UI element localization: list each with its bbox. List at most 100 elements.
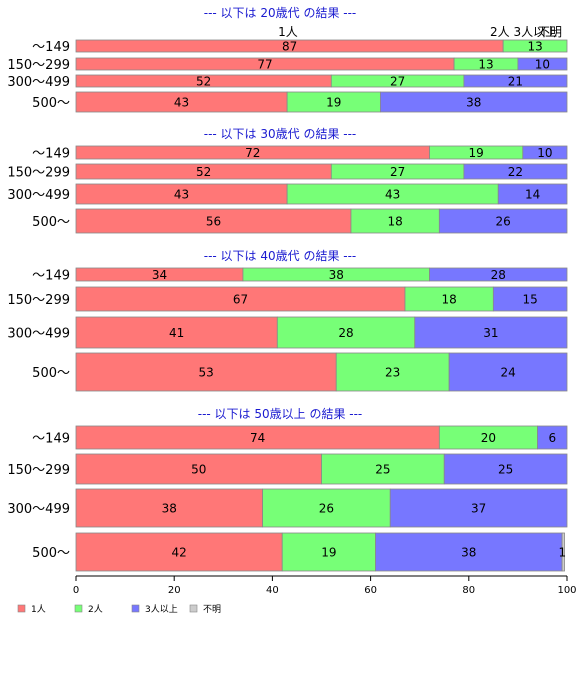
bar-value-label: 43 xyxy=(174,188,189,202)
bar-value-label: 10 xyxy=(537,146,552,160)
category-labels: 〜149150〜299300〜499500〜〜149150〜299300〜499… xyxy=(7,40,70,561)
bar-value-label: 52 xyxy=(196,75,211,89)
bar-value-label: 20 xyxy=(481,431,496,445)
group-titles: --- 以下は 20歳代 の結果 --- --- 以下は 30歳代 の結果 ---… xyxy=(198,6,363,421)
bar-segment-3人以上 xyxy=(537,425,568,450)
bar-value-label: 19 xyxy=(469,146,484,160)
bar-value-label: 10 xyxy=(535,58,550,72)
category-label: 〜149 xyxy=(32,269,70,284)
bar-segment-1人 xyxy=(75,453,322,485)
x-axis: 0 20 40 60 80 100 xyxy=(73,575,577,596)
bar-value-label: 21 xyxy=(508,75,523,89)
bar-segment-3人以上 xyxy=(522,145,568,160)
bar-value-label: 22 xyxy=(508,165,523,179)
bar-value-label: 1 xyxy=(558,546,566,560)
bar-value-label: 15 xyxy=(523,293,538,307)
legend-swatch xyxy=(189,604,198,613)
bar-segment-2人 xyxy=(276,316,416,349)
category-label: 〜149 xyxy=(32,432,70,447)
bar-value-label: 27 xyxy=(390,165,405,179)
bar-value-label: 13 xyxy=(478,58,493,72)
category-label: 300〜499 xyxy=(7,188,70,203)
bar-value-label: 52 xyxy=(196,165,211,179)
bar-segment-3人以上 xyxy=(463,74,568,88)
bar-segment-3人以上 xyxy=(463,163,568,180)
bar-value-label: 25 xyxy=(498,463,513,477)
bar-segment-2人 xyxy=(502,39,568,53)
bar-value-label: 28 xyxy=(491,268,506,282)
bar-segment-1人 xyxy=(75,488,263,528)
top-label-unknown: 不明 xyxy=(538,25,562,39)
bar-value-label: 42 xyxy=(171,546,186,560)
bar-value-label: 18 xyxy=(442,293,457,307)
bar-segment-3人以上 xyxy=(497,183,568,205)
bar-value-label: 14 xyxy=(525,188,540,202)
legend-swatch xyxy=(17,604,26,613)
bar-value-label: 38 xyxy=(162,502,177,516)
x-tick-label: 80 xyxy=(462,585,475,596)
top-label-two-three: 2人 3人以上 xyxy=(490,25,557,39)
bar-value-label: 19 xyxy=(326,96,341,110)
category-label: 300〜499 xyxy=(7,75,70,90)
group-title-1: --- 以下は 20歳代 の結果 --- xyxy=(204,6,357,20)
x-tick-label: 100 xyxy=(557,585,576,596)
category-label: 500〜 xyxy=(32,96,70,111)
x-tick-label: 60 xyxy=(364,585,377,596)
bar-value-label: 37 xyxy=(471,502,486,516)
x-tick-label: 20 xyxy=(168,585,181,596)
bar-segment-3人以上 xyxy=(438,208,568,234)
bar-value-label: 19 xyxy=(321,546,336,560)
category-label: 500〜 xyxy=(32,215,70,230)
bar-value-label: 24 xyxy=(500,366,515,380)
bar-value-label: 34 xyxy=(152,268,167,282)
bar-segment-3人以上 xyxy=(492,286,568,312)
bar-value-label: 23 xyxy=(385,366,400,380)
bar-value-label: 67 xyxy=(233,293,248,307)
legend-label: 1人 xyxy=(31,604,46,615)
bar-segment-3人以上 xyxy=(414,316,568,349)
bar-value-label: 28 xyxy=(338,326,353,340)
bar-segment-3人以上 xyxy=(429,267,568,282)
top-label-one: 1人 xyxy=(278,25,298,39)
bar-segment-3人以上 xyxy=(517,57,568,71)
category-label: 300〜499 xyxy=(7,502,70,517)
category-label: 〜149 xyxy=(32,40,70,55)
bar-segment-3人以上 xyxy=(389,488,568,528)
bar-value-label: 72 xyxy=(245,146,260,160)
bar-value-label: 26 xyxy=(319,502,334,516)
bar-value-label: 56 xyxy=(206,215,221,229)
bar-segment-3人以上 xyxy=(380,91,568,113)
category-label: 150〜299 xyxy=(7,293,70,308)
bar-value-label: 74 xyxy=(250,431,265,445)
category-label: 500〜 xyxy=(32,546,70,561)
bar-value-label: 87 xyxy=(282,40,297,54)
bar-segment-1人 xyxy=(75,286,406,312)
bar-segment-2人 xyxy=(281,532,376,572)
bar-segment-1人 xyxy=(75,532,283,572)
category-label: 150〜299 xyxy=(7,166,70,181)
legend-label: 3人以上 xyxy=(145,604,178,615)
group-title-4: --- 以下は 50歳以上 の結果 --- xyxy=(198,407,363,421)
bar-value-label: 26 xyxy=(496,215,511,229)
bar-value-label: 27 xyxy=(390,75,405,89)
bar-segment-1人 xyxy=(75,208,352,234)
bar-value-label: 38 xyxy=(329,268,344,282)
bar-value-label: 6 xyxy=(548,431,556,445)
bar-segment-2人 xyxy=(350,208,440,234)
category-label: 〜149 xyxy=(32,147,70,162)
bar-segment-3人以上 xyxy=(443,453,568,485)
bar-value-label: 38 xyxy=(461,546,476,560)
x-tick-label: 0 xyxy=(73,585,79,596)
bar-segment-2人 xyxy=(335,352,450,392)
category-label: 150〜299 xyxy=(7,463,70,478)
bar-segment-不明 xyxy=(561,532,565,572)
legend: 1人 2人 3人以上 不明 xyxy=(17,604,221,615)
bar-value-label: 77 xyxy=(257,58,272,72)
group-title-3: --- 以下は 40歳代 の結果 --- xyxy=(204,249,357,263)
bar-segment-1人 xyxy=(75,352,337,392)
bar-value-label: 53 xyxy=(198,366,213,380)
bar-value-label: 18 xyxy=(388,215,403,229)
bar-value-label: 43 xyxy=(174,96,189,110)
bar-value-label: 31 xyxy=(483,326,498,340)
